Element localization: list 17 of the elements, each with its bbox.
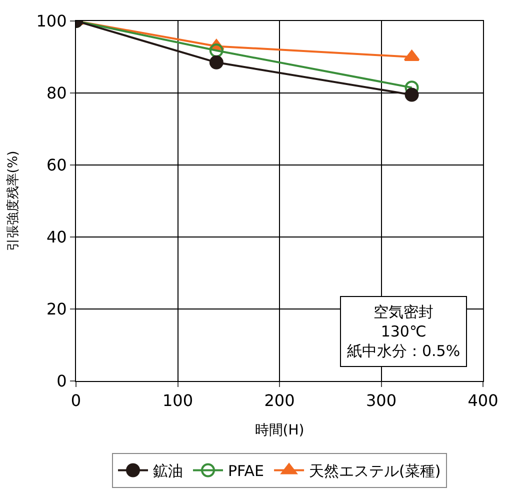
legend-label: PFAE	[228, 462, 264, 480]
x-tick-label: 400	[468, 391, 498, 410]
legend-label: 天然エステル(菜種)	[309, 462, 441, 480]
x-tick-label: 0	[70, 391, 82, 410]
x-tick-label: 300	[366, 391, 397, 410]
x-tick-label: 200	[264, 391, 295, 410]
y-tick-label: 60	[46, 156, 67, 175]
x-axis-title: 時間(H)	[254, 422, 304, 438]
y-tick-label: 100	[36, 12, 67, 31]
x-tick-label: 100	[162, 391, 194, 410]
y-tick-label: 0	[56, 372, 67, 391]
y-axis-title: 引張強度残率(%)	[5, 150, 22, 252]
y-tick-label: 40	[46, 228, 67, 247]
annotation: 空気密封 130℃ 紙中水分：0.5%	[347, 303, 460, 360]
legend-label: 鉱油	[153, 462, 183, 480]
y-tick-label: 20	[46, 300, 67, 319]
y-tick-label: 80	[46, 84, 67, 103]
